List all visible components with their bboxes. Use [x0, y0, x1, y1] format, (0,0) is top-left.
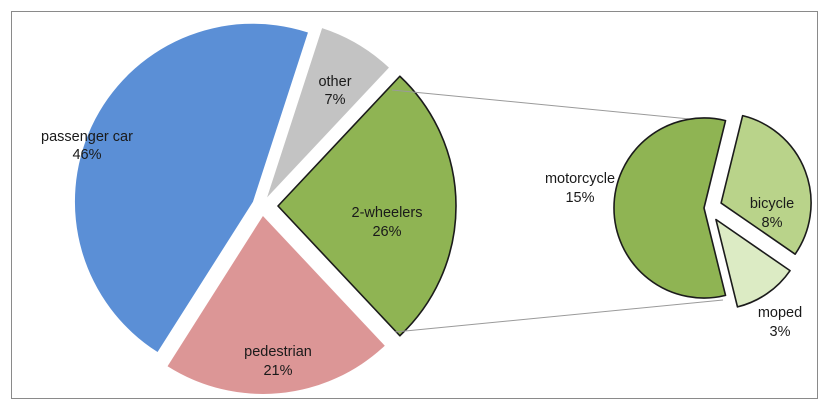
slice-pedestrian	[167, 215, 385, 394]
slice-passenger-car	[74, 23, 308, 353]
label-motorcycle-name: motorcycle	[545, 171, 615, 187]
label-pedestrian-name: pedestrian	[244, 344, 312, 360]
slice-motorcycle	[613, 117, 727, 299]
sub-pie	[613, 114, 812, 308]
slice-bicycle	[720, 114, 812, 255]
label-moped-value: 3%	[770, 324, 791, 340]
label-other-name: other	[318, 74, 351, 90]
connector-line-top	[391, 89, 701, 121]
slice-2-wheelers	[277, 75, 457, 337]
label-pedestrian-value: 21%	[263, 363, 292, 379]
label-passenger-car-value: 46%	[72, 147, 101, 163]
slice-moped	[715, 218, 791, 308]
breakout-connectors	[391, 89, 724, 333]
label-motorcycle-value: 15%	[565, 190, 594, 206]
label-other-value: 7%	[325, 92, 346, 108]
label-bicycle-value: 8%	[762, 215, 783, 231]
label-bicycle-name: bicycle	[750, 196, 794, 212]
connector-line-bottom	[394, 299, 724, 333]
slice-other	[267, 28, 389, 198]
label-2-wheelers-value: 26%	[372, 224, 401, 240]
label-moped-name: moped	[758, 305, 802, 321]
main-pie	[74, 23, 457, 394]
label-2-wheelers-name: 2-wheelers	[352, 205, 423, 221]
label-passenger-car-name: passenger car	[41, 129, 133, 145]
